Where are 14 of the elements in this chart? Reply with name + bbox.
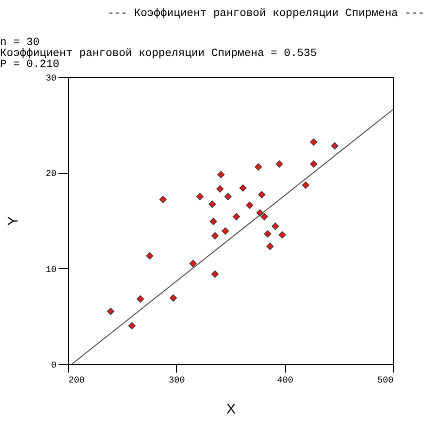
text: P = 0.210 (0, 59, 60, 71)
x-axis-title: X (226, 400, 236, 416)
chart-title: --- Коэффициент ранговой корреляции Спирмена --- (108, 8, 424, 20)
x-tick-label: 500 (377, 376, 394, 386)
y-axis-title: Y (4, 216, 21, 226)
y-tick-label: 20 (46, 169, 56, 180)
y-tick-label: 0 (51, 360, 56, 370)
text: Коэффициент ранговой корреляции Спирмена = 0.535 (0, 48, 317, 60)
x-tick-label: 200 (68, 376, 85, 386)
y-tick-label: 10 (46, 264, 56, 275)
y-tick-label: 30 (46, 74, 56, 84)
text: n = 30 (0, 37, 40, 49)
x-tick-label: 300 (168, 376, 185, 386)
x-tick-label: 400 (277, 376, 294, 386)
